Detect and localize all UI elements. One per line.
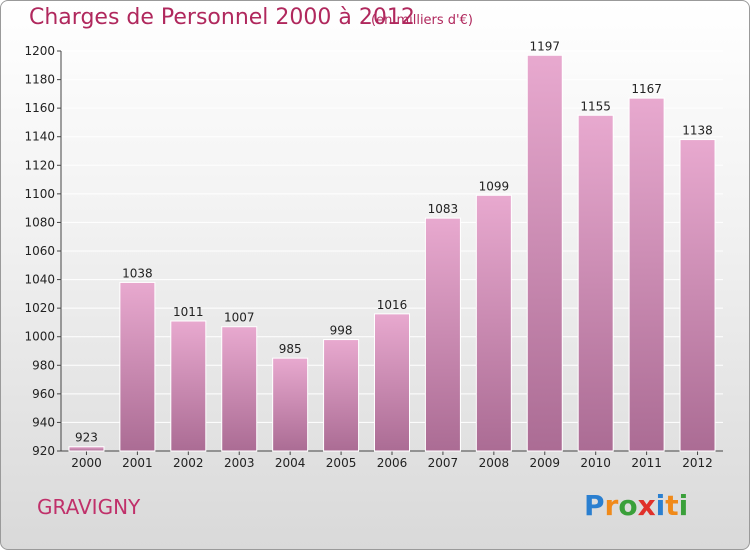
x-tick-label: 2006 [377, 456, 408, 470]
bar-value-label: 1011 [173, 305, 204, 319]
x-tick-label: 2002 [173, 456, 204, 470]
bars [68, 54, 716, 452]
bar-value-label: 1197 [529, 39, 560, 53]
y-tick-label: 1100 [24, 187, 55, 201]
logo-letter: o [618, 489, 638, 522]
logo-letter: i [678, 489, 689, 522]
bar [577, 114, 614, 452]
bar [374, 313, 410, 452]
bar [475, 194, 512, 452]
bar [119, 281, 156, 452]
bar-value-label: 923 [75, 431, 98, 445]
axes: 920 940 960 980 1000 1020 1040 1060 1080 1100 1120… [24, 44, 723, 470]
y-tick-label: 1000 [24, 330, 55, 344]
logo-letter: i [655, 489, 666, 522]
x-tick-label: 2009 [529, 456, 560, 470]
bar [628, 97, 665, 452]
logo-letter: P [584, 489, 605, 522]
y-tick-label: 940 [32, 415, 55, 429]
commune-name: GRAVIGNY [37, 495, 141, 519]
logo-letter: x [637, 489, 656, 522]
chart-subtitle: (en milliers d'€) [371, 13, 473, 28]
logo-letter: r [604, 489, 619, 522]
bar-value-label: 998 [330, 324, 353, 338]
bar [526, 54, 563, 452]
x-tick-label: 2003 [224, 456, 255, 470]
bar-value-label: 1155 [580, 99, 611, 113]
y-tick-label: 1160 [24, 101, 55, 115]
y-tick-label: 1120 [24, 158, 55, 172]
bar-value-label: 1038 [122, 266, 153, 280]
y-tick-label: 1180 [24, 73, 55, 87]
x-tick-label: 2010 [580, 456, 611, 470]
bar [679, 139, 716, 452]
y-tick-label: 1020 [24, 301, 55, 315]
logo-letter: t [665, 489, 679, 522]
bar-value-label: 1007 [224, 311, 255, 325]
bar [170, 320, 207, 452]
labels: 923 1038 1011 1007 985 998 1016 1083 1099 1197 115… [75, 39, 713, 444]
bar-value-label: 985 [279, 342, 302, 356]
y-tick-label: 920 [32, 444, 55, 458]
bar [323, 339, 360, 452]
x-tick-label: 2004 [275, 456, 306, 470]
x-tick-label: 2001 [122, 456, 153, 470]
x-tick-label: 2012 [682, 456, 713, 470]
bar-value-label: 1167 [631, 82, 662, 96]
bar-value-label: 1138 [682, 124, 713, 138]
y-tick-label: 1080 [24, 215, 55, 229]
x-tick-label: 2011 [631, 456, 662, 470]
x-tick-label: 2007 [428, 456, 459, 470]
x-tick-label: 2000 [71, 456, 102, 470]
y-tick-label: 960 [32, 387, 55, 401]
bar-value-label: 1099 [479, 179, 510, 193]
bar [221, 326, 258, 452]
y-tick-label: 980 [32, 358, 55, 372]
bar-value-label: 1083 [428, 202, 459, 216]
y-tick-label: 1200 [24, 44, 55, 58]
y-tick-label: 1140 [24, 130, 55, 144]
x-tick-label: 2005 [326, 456, 357, 470]
chart-title: Charges de Personnel 2000 à 2012 [29, 5, 415, 30]
proxiti-logo: Proxiti [584, 489, 688, 522]
bar [68, 446, 105, 452]
bar [272, 357, 309, 452]
x-tick-label: 2008 [479, 456, 510, 470]
y-tick-label: 1040 [24, 273, 55, 287]
bar-value-label: 1016 [377, 298, 408, 312]
bar [424, 217, 461, 452]
y-tick-label: 1060 [24, 244, 55, 258]
